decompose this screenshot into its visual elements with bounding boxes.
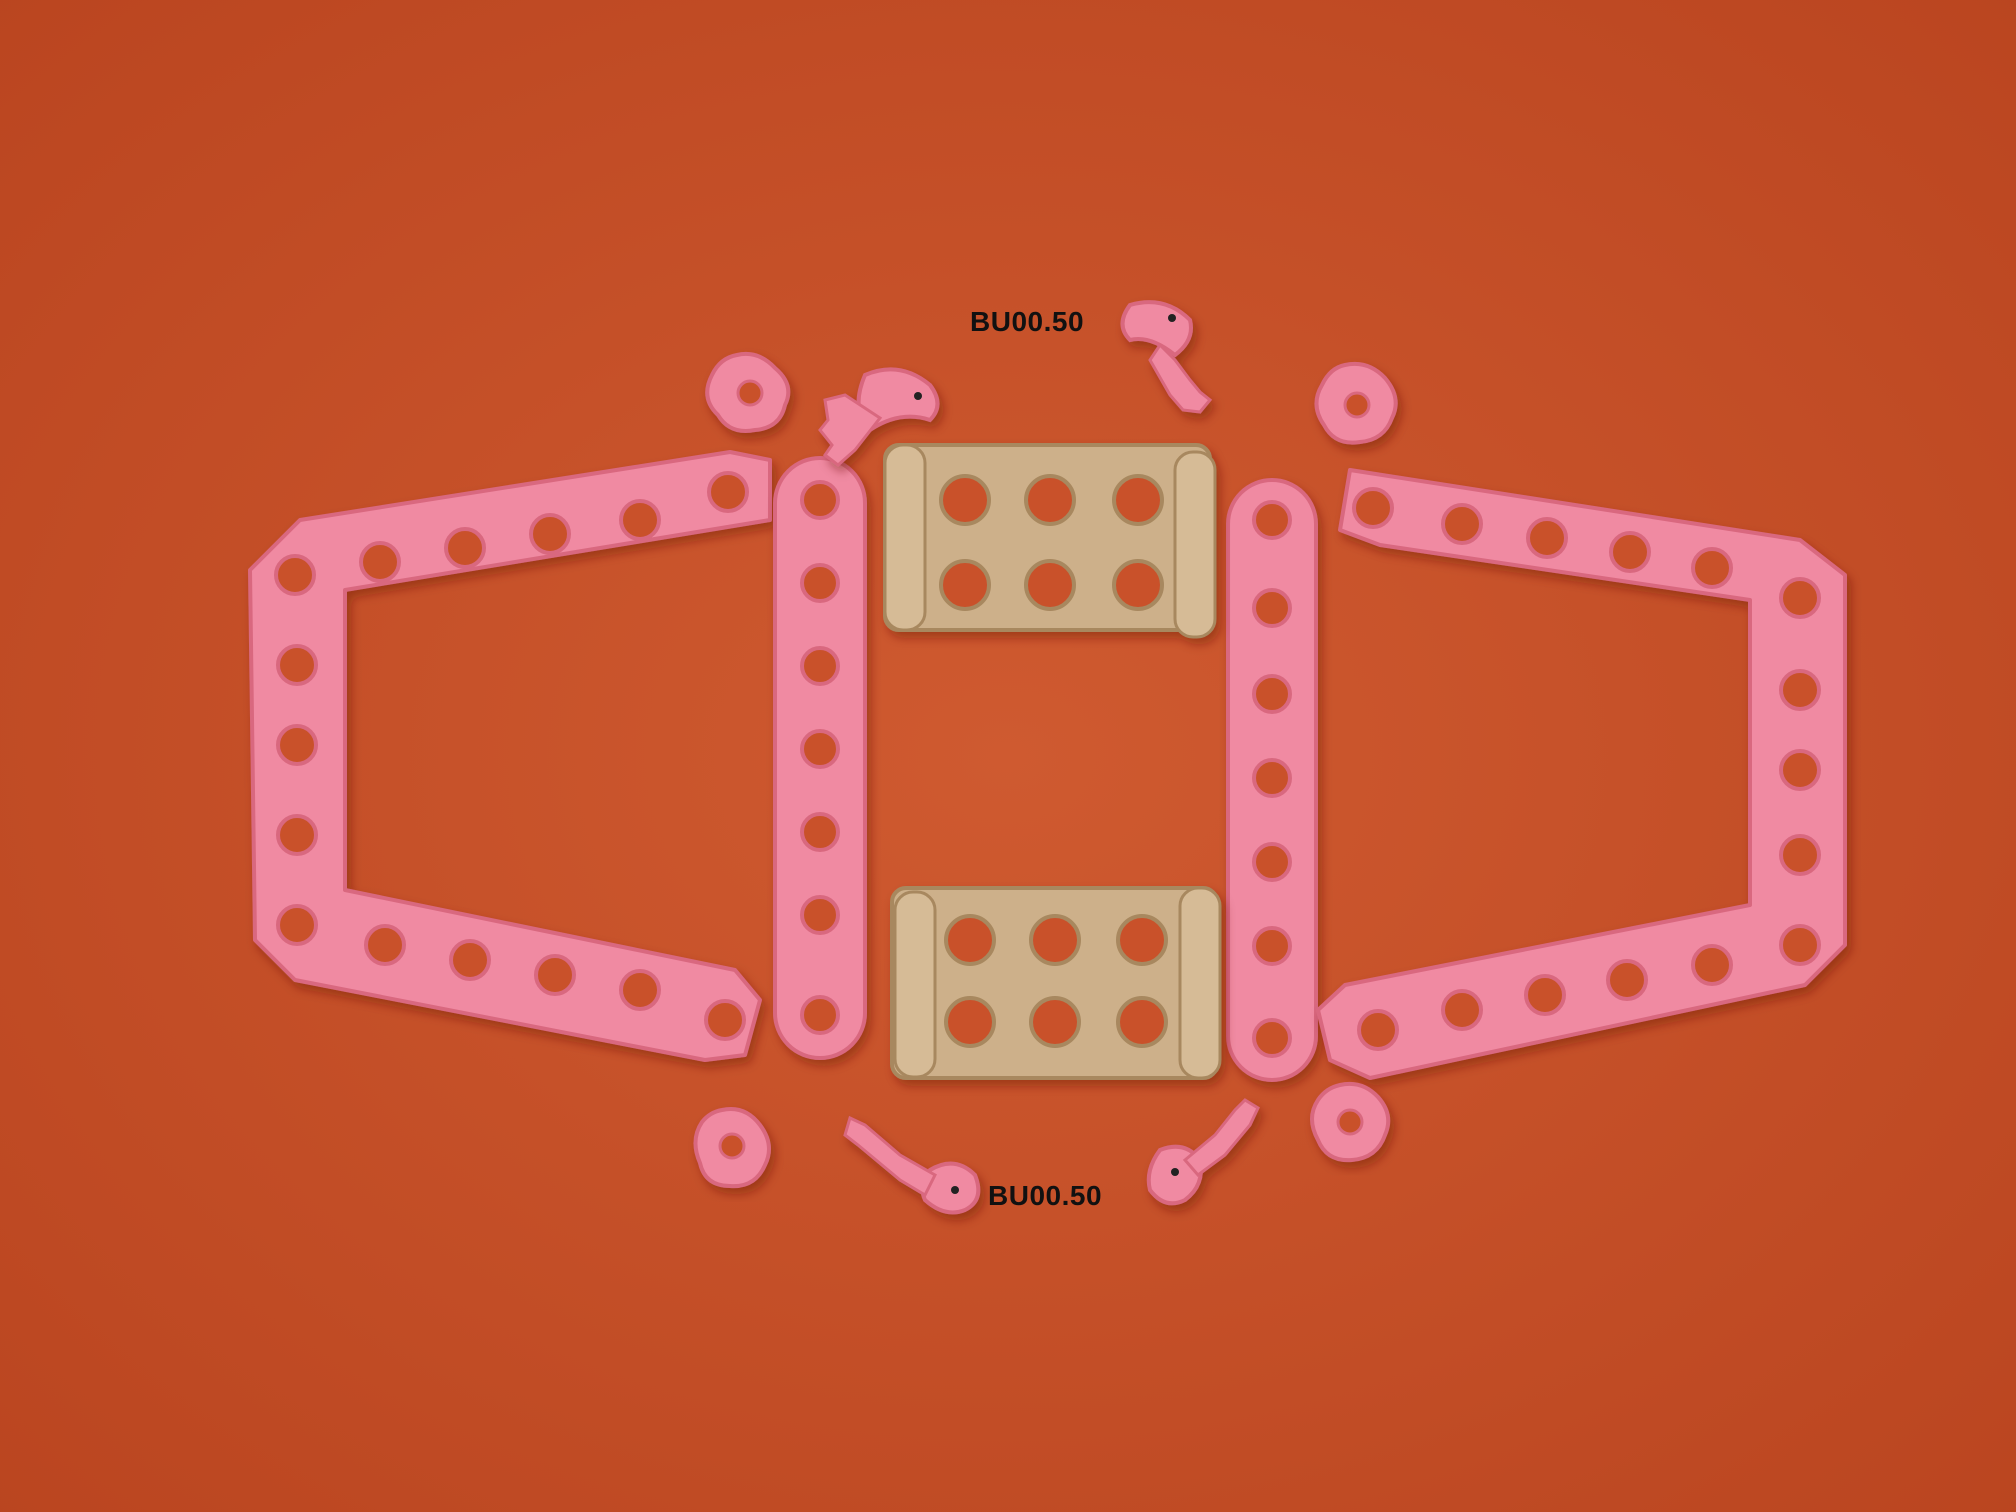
bolt-top-right bbox=[1120, 300, 1213, 414]
left-strip-part bbox=[773, 456, 867, 1060]
nut-bottom-right bbox=[1310, 1081, 1391, 1163]
right-strip-part bbox=[1226, 478, 1318, 1082]
bolt-bottom-left bbox=[843, 1115, 981, 1215]
bolt-top-left bbox=[818, 367, 940, 467]
top-bracket-part bbox=[883, 443, 1217, 639]
nut-top-left bbox=[705, 351, 791, 433]
bottom-bracket-part bbox=[890, 886, 1222, 1080]
right-frame-part bbox=[1316, 468, 1847, 1080]
nut-top-right bbox=[1314, 361, 1398, 445]
part-label-top: BU00.50 bbox=[970, 306, 1085, 337]
part-label-bottom: BU00.50 bbox=[988, 1180, 1103, 1211]
nut-bottom-left bbox=[693, 1107, 771, 1189]
left-frame-part bbox=[248, 450, 772, 1062]
bolt-bottom-right bbox=[1146, 1098, 1260, 1206]
